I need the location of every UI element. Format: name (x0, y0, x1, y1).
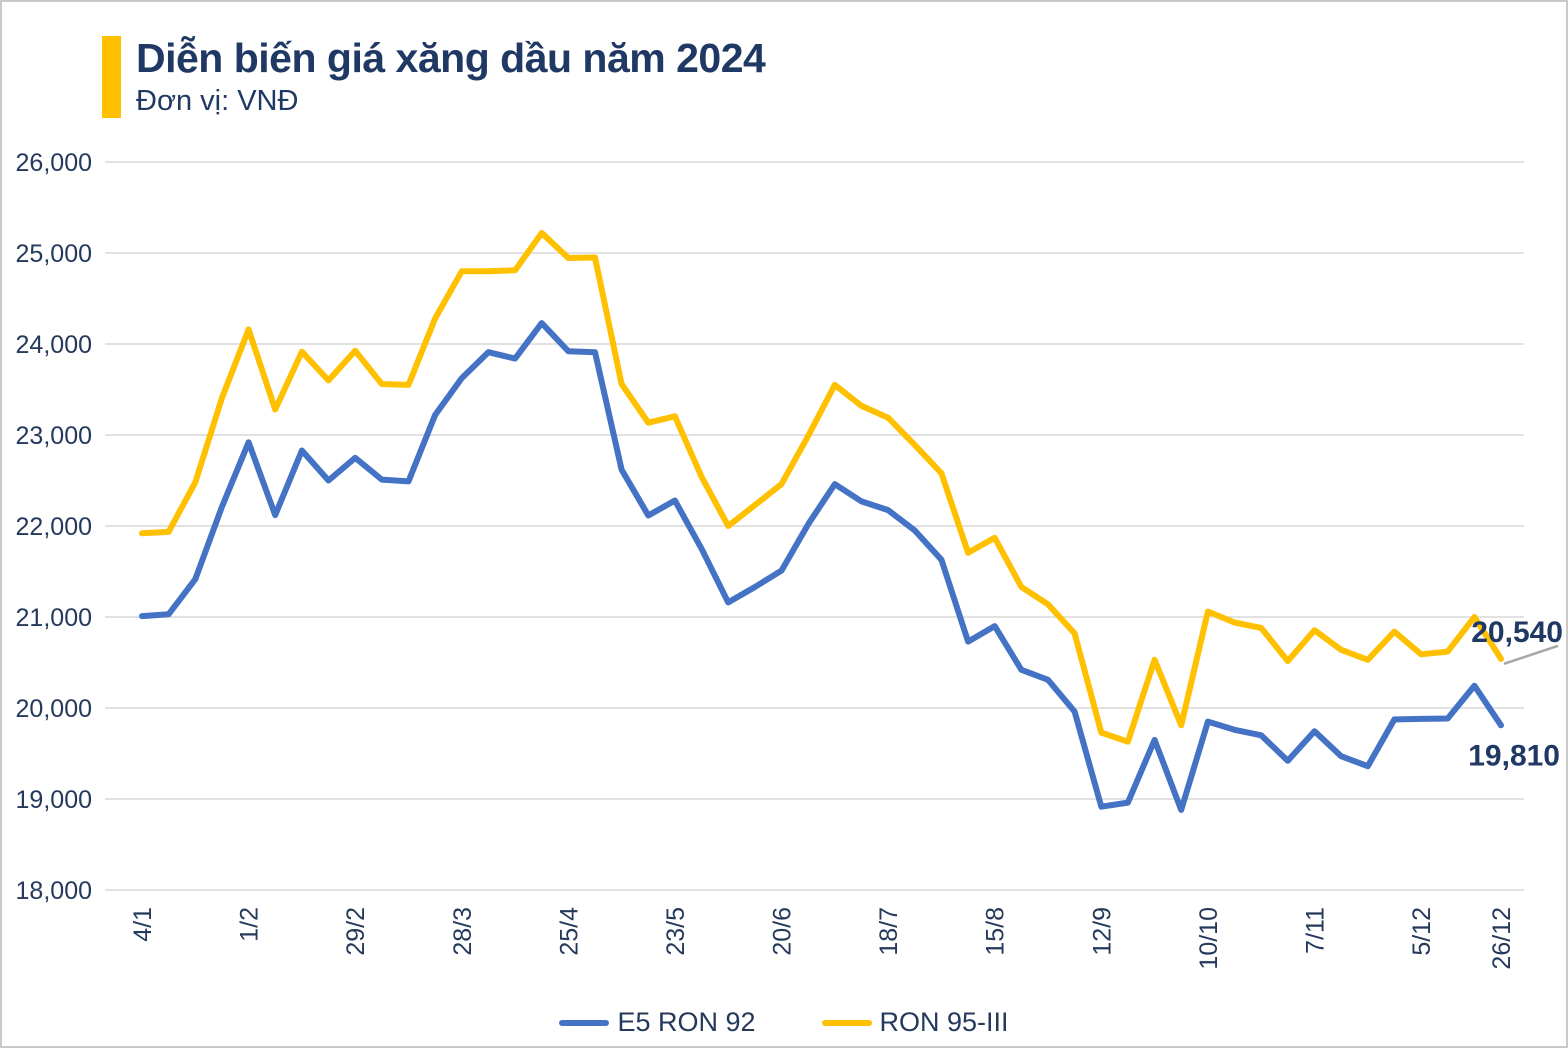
x-axis-tick-label: 12/9 (1088, 907, 1116, 956)
x-axis-tick-label: 18/7 (875, 907, 903, 956)
series-line-e5-ron-92 (139, 320, 1504, 813)
series-line-ron-95-iii (139, 230, 1504, 745)
y-axis-tick-label: 19,000 (16, 786, 92, 814)
title-block: Diễn biến giá xăng dầu năm 2024 Đơn vị: … (136, 35, 766, 118)
x-axis-tick-label: 23/5 (662, 907, 690, 956)
chart-header: Diễn biến giá xăng dầu năm 2024 Đơn vị: … (102, 35, 766, 119)
y-axis-tick-label: 20,000 (16, 695, 92, 723)
ron-95-iii-line-swatch-icon (821, 1019, 872, 1026)
page-title: Diễn biến giá xăng dầu năm 2024 (136, 35, 766, 81)
unit-label: Đơn vị: VNĐ (136, 85, 299, 118)
y-axis-tick-label: 23,000 (16, 422, 92, 450)
data-label-ron-95-iii: 20,540 (1471, 616, 1563, 649)
data-label-e5-ron-92: 19,810 (1468, 739, 1560, 772)
accent-bar (102, 36, 121, 119)
y-axis-tick-label: 24,000 (16, 331, 92, 359)
legend-label-ron-95-iii: RON 95-III (879, 1007, 1009, 1037)
x-axis-tick-label: 26/12 (1488, 907, 1516, 970)
x-axis-tick-label: 25/4 (555, 907, 583, 956)
x-axis-tick-label: 1/2 (236, 907, 264, 942)
legend-item-e5-ron-92: E5 RON 92 (559, 1007, 756, 1038)
x-axis-tick-label: 28/3 (449, 907, 477, 956)
y-axis-tick-label: 26,000 (16, 149, 92, 177)
legend-label-e5-ron-92: E5 RON 92 (617, 1007, 756, 1037)
x-axis-tick-label: 7/11 (1301, 907, 1329, 954)
chart-legend: E5 RON 92 RON 95-III (2, 1007, 1566, 1038)
e5-ron-92-line-swatch-icon (559, 1019, 610, 1026)
x-axis-tick-label: 10/10 (1195, 907, 1223, 970)
x-axis-tick-label: 5/12 (1408, 907, 1436, 956)
x-axis-tick-label: 29/2 (342, 907, 370, 956)
legend-item-ron-95-iii: RON 95-III (821, 1007, 1009, 1038)
y-axis-tick-label: 22,000 (16, 513, 92, 541)
x-axis-tick-label: 4/1 (129, 907, 157, 942)
callout-leader-line (1503, 644, 1559, 666)
y-axis-tick-label: 25,000 (16, 240, 92, 268)
y-axis-tick-label: 21,000 (16, 604, 92, 632)
x-axis-tick-label: 15/8 (982, 907, 1010, 956)
x-axis-tick-label: 20/6 (769, 907, 797, 956)
y-axis-tick-label: 18,000 (16, 877, 92, 905)
